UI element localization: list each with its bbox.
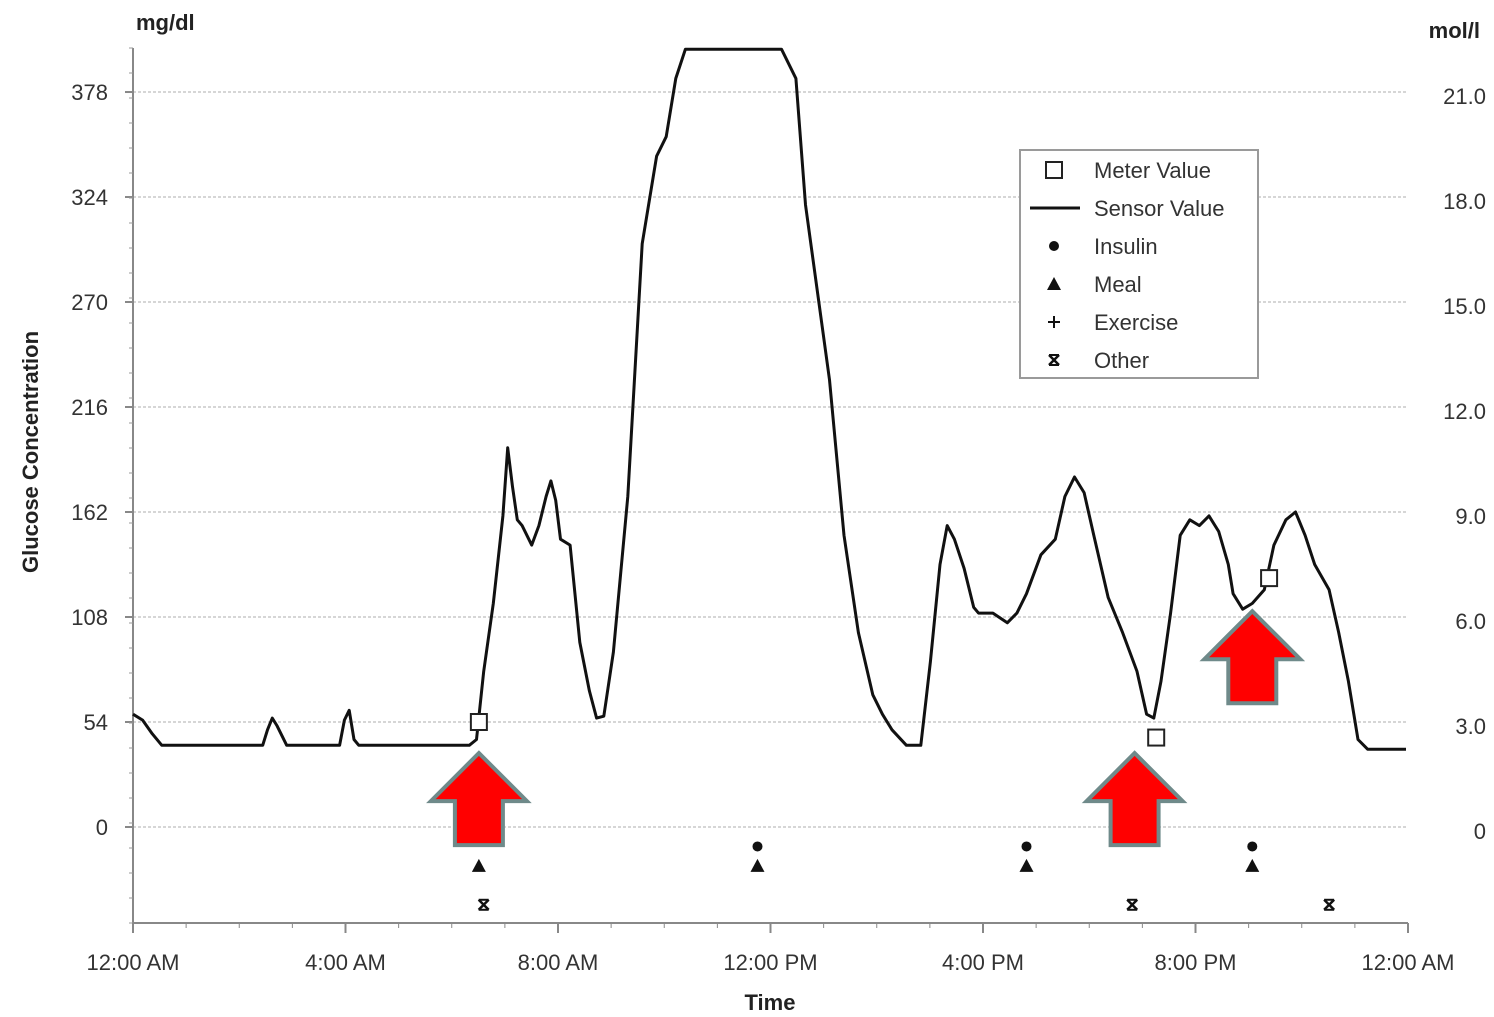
insulin-marker-7 [1247,841,1258,852]
other-marker-6-b [1126,898,1139,911]
legend-sensor-value-label: Sensor Value [1094,196,1224,221]
left-unit-label: mg/dl [136,10,195,35]
legend-box [1019,149,1259,379]
meter-value-point-1 [1147,728,1166,747]
legend-items: Meter Value Sensor Value Insulin Meal Exerci… [1030,158,1224,373]
other-marker-9-b [1323,898,1336,911]
legend-meal-label: Meal [1094,272,1142,297]
legend-other-swatch-b [1048,354,1060,366]
insulin-marker-2 [752,841,763,852]
right-unit-label: mol/l [1429,18,1480,43]
y-tick-label-left-216: 216 [71,395,108,420]
y-tick-label-right-9.0: 9.0 [1455,504,1486,529]
red-arrow-0 [426,750,532,848]
y-tick-label-right-0: 0 [1474,819,1486,844]
y-axis-title: Glucose Concentration [18,331,43,573]
sensor-value-line [132,47,1406,751]
meter-values [469,569,1279,747]
other-marker-1-b [477,898,490,911]
y-tick-label-right-18.0: 18.0 [1443,189,1486,214]
meal-marker-3 [750,858,765,872]
legend-insulin-label: Insulin [1094,234,1158,259]
legend: Meter Value Sensor Value Insulin Meal Exerci… [1019,149,1259,379]
red-arrow-1 [1081,750,1188,848]
event-markers [471,841,1336,911]
y-tick-label-left-108: 108 [71,605,108,630]
axis-ticks [125,47,1409,933]
y-tick-label-left-324: 324 [71,185,108,210]
x-axis-title: Time [745,990,796,1015]
y-tick-label-left-54: 54 [84,710,108,735]
y-tick-label-left-270: 270 [71,290,108,315]
meter-value-point-0 [469,713,488,732]
y-tick-label-right-3.0: 3.0 [1455,714,1486,739]
legend-meter-value-swatch [1045,161,1063,179]
legend-other-label: Other [1094,348,1149,373]
y-tick-label-right-15.0: 15.0 [1443,294,1486,319]
legend-insulin-swatch [1049,241,1059,251]
other-marker-6 [1126,898,1139,911]
x-tick-label-3: 12:00 PM [723,950,817,975]
tick-labels: 0 0 54 3.0 108 6.0 162 9.0 216 12.0 270 15.0 324 18.0… [71,80,1486,975]
x-tick-label-2: 8:00 AM [518,950,599,975]
x-tick-label-6: 12:00 AM [1362,950,1455,975]
legend-meal-swatch [1047,277,1061,290]
legend-meter-value-label: Meter Value [1094,158,1211,183]
legend-exercise-label: Exercise [1094,310,1178,335]
legend-exercise-swatch [1048,316,1060,328]
x-tick-label-1: 4:00 AM [305,950,386,975]
other-marker-9 [1323,898,1336,911]
y-tick-label-right-21.0: 21.0 [1443,84,1486,109]
insulin-marker-4 [1021,841,1032,852]
meter-value-point-2 [1260,569,1279,588]
legend-other-swatch [1048,354,1060,366]
y-tick-label-left-162: 162 [71,500,108,525]
meal-marker-8 [1245,858,1260,872]
y-tick-label-right-12.0: 12.0 [1443,399,1486,424]
other-marker-1 [477,898,490,911]
x-tick-label-4: 4:00 PM [942,950,1024,975]
y-tick-label-right-6.0: 6.0 [1455,609,1486,634]
annotation-arrows [426,608,1306,848]
x-tick-label-5: 8:00 PM [1155,950,1237,975]
x-tick-label-0: 12:00 AM [87,950,180,975]
y-tick-label-left-378: 378 [71,80,108,105]
meal-marker-5 [1019,858,1034,872]
y-tick-label-left-0: 0 [96,815,108,840]
red-arrow-2 [1199,608,1306,706]
meal-marker-0 [471,858,486,872]
